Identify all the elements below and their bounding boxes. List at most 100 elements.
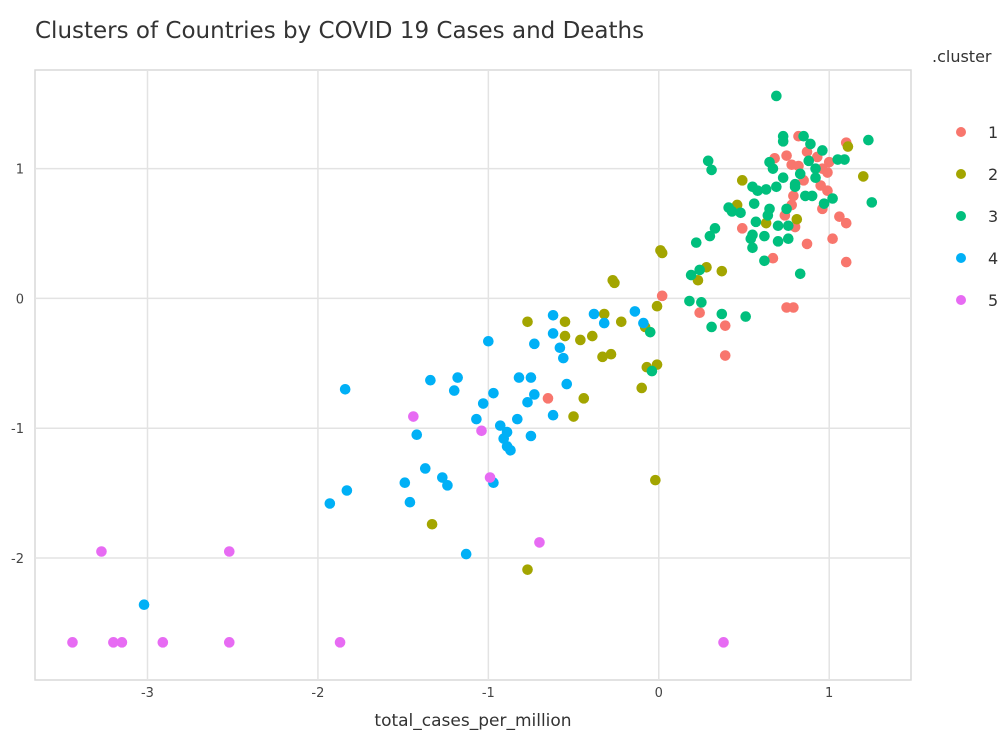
data-point-cluster-4: [448, 385, 460, 396]
legend-title: .cluster: [932, 47, 992, 66]
data-point-cluster-4: [488, 387, 499, 399]
y-tick-label: -2: [11, 552, 24, 567]
data-point-cluster-3: [760, 184, 772, 195]
data-point-cluster-3: [644, 326, 656, 338]
data-point-cluster-5: [157, 637, 169, 648]
data-point-cluster-3: [782, 220, 794, 232]
legend-marker: [956, 127, 966, 137]
legend-label: 5: [988, 291, 998, 310]
data-point-cluster-5: [476, 425, 487, 437]
data-point-cluster-4: [512, 413, 523, 425]
data-point-cluster-2: [578, 393, 590, 404]
legend-label: 2: [988, 165, 998, 184]
data-point-cluster-3: [750, 216, 762, 228]
data-point-cluster-2: [568, 411, 579, 422]
data-point-cluster-3: [777, 136, 789, 147]
data-point-cluster-2: [559, 316, 571, 328]
data-point-cluster-4: [522, 396, 533, 408]
data-point-cluster-3: [839, 154, 850, 165]
data-point-cluster-3: [810, 172, 821, 184]
data-point-cluster-3: [777, 172, 789, 184]
data-points: [67, 90, 878, 648]
data-point-cluster-3: [863, 134, 874, 146]
data-point-cluster-3: [745, 233, 757, 245]
data-point-cluster-3: [646, 365, 658, 377]
data-point-cluster-4: [547, 328, 559, 339]
data-point-cluster-1: [781, 150, 792, 161]
data-point-cluster-1: [827, 233, 838, 245]
y-tick-label: 1: [16, 163, 24, 178]
data-point-cluster-3: [771, 181, 782, 193]
data-point-cluster-2: [791, 213, 803, 225]
data-point-cluster-5: [484, 472, 496, 483]
data-point-cluster-3: [748, 198, 760, 209]
data-point-cluster-2: [656, 247, 668, 259]
data-point-cluster-2: [575, 334, 586, 346]
data-point-cluster-4: [547, 409, 559, 421]
data-point-cluster-4: [588, 308, 600, 320]
x-tick-label: 1: [825, 686, 833, 701]
x-tick-label: -2: [311, 686, 324, 701]
data-point-cluster-2: [609, 277, 620, 289]
data-point-cluster-1: [719, 350, 731, 361]
data-point-cluster-3: [827, 193, 838, 204]
data-point-cluster-5: [223, 637, 235, 648]
data-point-cluster-5: [116, 637, 128, 648]
data-point-cluster-3: [735, 207, 746, 219]
legend-marker: [956, 169, 966, 179]
data-point-cluster-3: [781, 203, 792, 215]
gridlines: [35, 70, 911, 680]
data-point-cluster-2: [522, 564, 533, 575]
data-point-cluster-1: [736, 223, 748, 234]
data-point-cluster-4: [138, 599, 150, 611]
data-point-cluster-2: [842, 141, 854, 152]
data-point-cluster-1: [656, 290, 668, 302]
data-point-cluster-4: [404, 496, 416, 508]
data-point-cluster-4: [425, 374, 436, 386]
data-point-cluster-3: [726, 206, 738, 217]
tick-labels: -3 -2 -1 0 1 -2 -1 0 1: [11, 163, 833, 701]
data-point-cluster-3: [684, 295, 695, 307]
data-point-cluster-4: [437, 472, 448, 483]
data-point-cluster-3: [759, 255, 770, 267]
data-point-cluster-4: [638, 317, 649, 329]
data-point-cluster-1: [822, 167, 833, 178]
data-point-cluster-2: [559, 330, 571, 342]
data-point-cluster-2: [586, 330, 598, 342]
data-point-cluster-3: [694, 264, 705, 276]
data-point-cluster-1: [694, 307, 705, 319]
data-point-cluster-5: [223, 546, 235, 557]
data-point-cluster-3: [789, 181, 801, 193]
data-point-cluster-1: [801, 238, 813, 250]
legend-marker: [956, 211, 966, 221]
data-point-cluster-2: [636, 382, 648, 394]
legend-label: 3: [988, 207, 998, 226]
data-point-cluster-1: [719, 320, 731, 331]
data-point-cluster-5: [408, 411, 419, 422]
data-point-cluster-3: [767, 163, 779, 174]
y-tick-label: -1: [11, 422, 24, 437]
data-point-cluster-4: [494, 420, 506, 431]
data-point-cluster-3: [690, 237, 702, 248]
data-point-cluster-4: [525, 372, 537, 383]
data-point-cluster-3: [752, 185, 763, 197]
data-point-cluster-4: [525, 430, 537, 442]
data-point-cluster-4: [442, 480, 453, 491]
chart-title: Clusters of Countries by COVID 19 Cases …: [35, 18, 644, 44]
x-tick-label: 0: [655, 686, 663, 701]
data-point-cluster-4: [561, 378, 573, 390]
legend: 1 2 3 4 5: [956, 123, 998, 310]
data-point-cluster-1: [788, 302, 799, 313]
data-point-cluster-2: [615, 316, 627, 328]
data-point-cluster-3: [818, 198, 830, 209]
plot-panel: [34, 69, 912, 681]
data-point-cluster-4: [529, 389, 540, 400]
data-point-cluster-3: [709, 223, 721, 234]
data-point-cluster-1: [788, 190, 799, 202]
data-point-cluster-4: [513, 372, 525, 383]
data-point-cluster-3: [803, 155, 815, 167]
y-tick-label: 0: [16, 292, 24, 307]
data-point-cluster-3: [702, 155, 714, 167]
data-point-cluster-4: [505, 444, 516, 456]
